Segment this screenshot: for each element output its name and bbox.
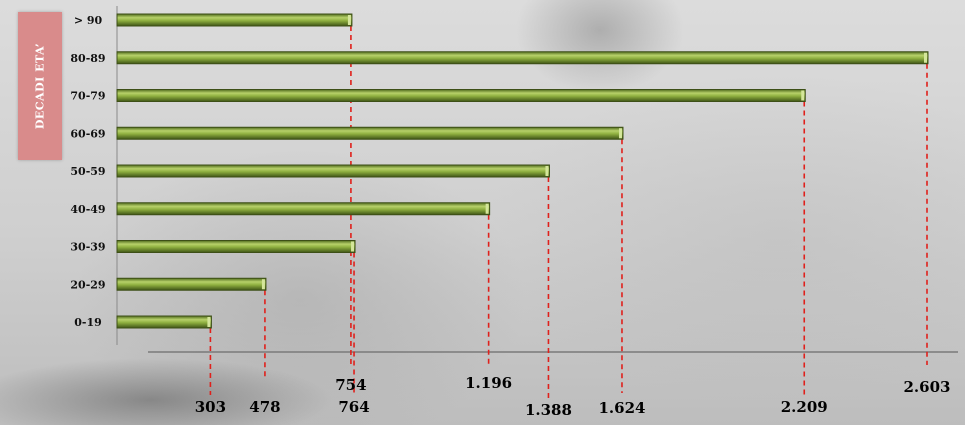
y-axis-title: DECADI ETA’ — [18, 12, 62, 160]
bar-80-89 — [116, 51, 929, 65]
value-label: 1.624 — [598, 399, 645, 417]
bar-end-cap — [545, 166, 549, 176]
bar-50-59 — [116, 164, 550, 178]
category-label: 30-39 — [70, 241, 105, 254]
category-label: 40-49 — [70, 203, 105, 216]
bar-60-69 — [116, 126, 624, 140]
value-label: 1.196 — [465, 374, 512, 392]
value-label: 478 — [249, 398, 280, 416]
category-label: 70-79 — [70, 90, 105, 103]
category-label: 0-19 — [74, 316, 102, 329]
value-label: 303 — [195, 398, 226, 416]
value-label: 754 — [335, 376, 366, 394]
bar-0-19 — [116, 315, 212, 329]
category-label: > 90 — [74, 14, 103, 27]
value-label: 764 — [338, 398, 369, 416]
bar-end-cap — [261, 279, 265, 290]
bar-end-cap — [618, 128, 622, 139]
bar-end-cap — [351, 241, 355, 252]
value-label: 1.388 — [525, 401, 572, 419]
bar-end-cap — [485, 203, 489, 214]
category-label: 80-89 — [70, 52, 105, 65]
bar-end-cap — [207, 317, 211, 327]
bar-90 — [116, 13, 353, 27]
bar-70-79 — [116, 89, 806, 102]
bar-30-39 — [116, 240, 356, 253]
bar-40-49 — [116, 202, 491, 216]
category-label: 60-69 — [70, 127, 105, 140]
bar-20-29 — [116, 277, 267, 291]
value-label: 2.603 — [904, 378, 951, 396]
bar-end-cap — [347, 15, 351, 25]
bar-end-cap — [801, 90, 805, 101]
category-label: 50-59 — [70, 165, 105, 178]
value-label: 2.209 — [781, 398, 828, 416]
bar-end-cap — [924, 52, 927, 63]
category-label: 20-29 — [70, 278, 105, 291]
